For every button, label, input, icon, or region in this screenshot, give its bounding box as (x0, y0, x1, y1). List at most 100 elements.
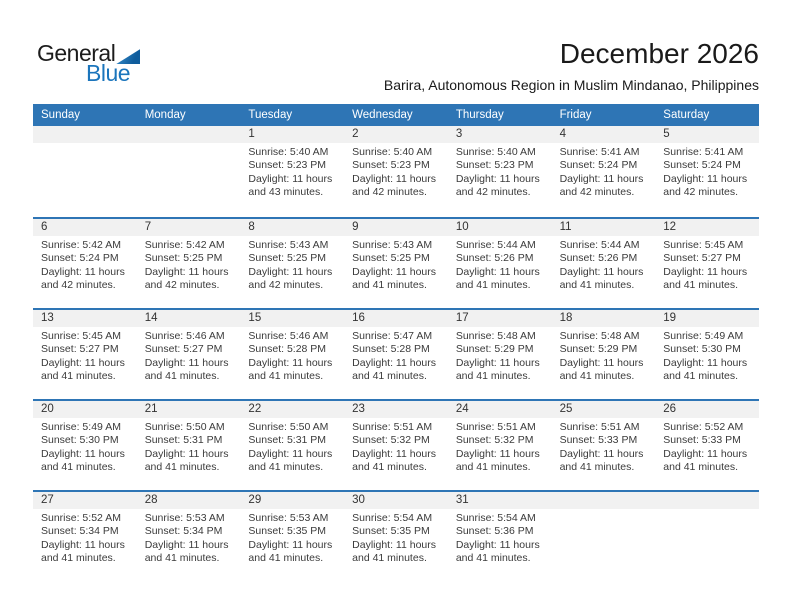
sunrise-text: Sunrise: 5:51 AM (559, 421, 640, 433)
sunrise-text: Sunrise: 5:45 AM (41, 330, 121, 342)
sunrise-text: Sunrise: 5:53 AM (248, 512, 329, 524)
sunset-text: Sunset: 5:36 PM (455, 525, 534, 538)
sunrise-text: Sunrise: 5:41 AM (663, 146, 744, 158)
calendar-day-cell: 14 Sunrise: 5:46 AM Sunset: 5:27 PM Dayl… (136, 310, 241, 399)
day-details: Sunrise: 5:53 AM Sunset: 5:34 PM Dayligh… (137, 509, 241, 566)
daylight-text: Daylight: 11 hours and 41 minutes. (144, 356, 229, 383)
sunrise-text: Sunrise: 5:54 AM (352, 512, 433, 524)
calendar-day-cell: 19 Sunrise: 5:49 AM Sunset: 5:30 PM Dayl… (655, 310, 759, 399)
sunrise-text: Sunrise: 5:51 AM (455, 421, 536, 433)
day-number: 5 (655, 126, 759, 143)
calendar-day-cell: 16 Sunrise: 5:47 AM Sunset: 5:28 PM Dayl… (344, 310, 448, 399)
sunset-text: Sunset: 5:27 PM (144, 343, 223, 356)
sunrise-text: Sunrise: 5:49 AM (41, 421, 121, 433)
sunset-text: Sunset: 5:30 PM (41, 434, 119, 447)
day-number: 13 (33, 310, 137, 327)
day-details: Sunrise: 5:47 AM Sunset: 5:28 PM Dayligh… (344, 327, 448, 384)
daylight-text: Daylight: 11 hours and 41 minutes. (455, 356, 540, 383)
day-details: Sunrise: 5:44 AM Sunset: 5:26 PM Dayligh… (552, 236, 656, 293)
day-details: Sunrise: 5:44 AM Sunset: 5:26 PM Dayligh… (448, 236, 552, 293)
sunset-text: Sunset: 5:24 PM (41, 252, 119, 265)
logo-row: General (37, 40, 141, 66)
calendar-empty-cell (551, 492, 656, 581)
daylight-text: Daylight: 11 hours and 41 minutes. (663, 265, 748, 292)
calendar-day-cell: 12 Sunrise: 5:45 AM Sunset: 5:27 PM Dayl… (655, 219, 759, 308)
daylight-text: Daylight: 11 hours and 41 minutes. (455, 538, 540, 565)
calendar-day-cell: 8 Sunrise: 5:43 AM Sunset: 5:25 PM Dayli… (240, 219, 345, 308)
daylight-text: Daylight: 11 hours and 41 minutes. (41, 447, 125, 474)
sunrise-text: Sunrise: 5:52 AM (41, 512, 121, 524)
sunrise-text: Sunrise: 5:51 AM (352, 421, 433, 433)
sunset-text: Sunset: 5:31 PM (144, 434, 223, 447)
day-number: 21 (136, 401, 241, 418)
sunrise-text: Sunrise: 5:50 AM (248, 421, 329, 433)
sunrise-text: Sunrise: 5:46 AM (144, 330, 225, 342)
sunset-text: Sunset: 5:34 PM (41, 525, 119, 538)
daylight-text: Daylight: 11 hours and 41 minutes. (41, 356, 125, 383)
day-header-sunday: Sunday (41, 109, 81, 121)
calendar-day-cell: 2 Sunrise: 5:40 AM Sunset: 5:23 PM Dayli… (344, 126, 448, 217)
sunset-text: Sunset: 5:24 PM (559, 159, 638, 172)
sunset-text: Sunset: 5:35 PM (352, 525, 430, 538)
day-number: 7 (136, 219, 241, 236)
day-number (33, 126, 137, 143)
sunrise-text: Sunrise: 5:50 AM (144, 421, 225, 433)
day-number: 16 (344, 310, 448, 327)
day-details: Sunrise: 5:40 AM Sunset: 5:23 PM Dayligh… (344, 143, 448, 200)
day-number: 23 (344, 401, 448, 418)
day-number: 26 (655, 401, 759, 418)
sunrise-text: Sunrise: 5:48 AM (559, 330, 640, 342)
sunset-text: Sunset: 5:35 PM (248, 525, 327, 538)
day-number: 27 (33, 492, 137, 509)
sunset-text: Sunset: 5:25 PM (144, 252, 223, 265)
sunset-text: Sunset: 5:26 PM (559, 252, 638, 265)
general-blue-logo: General Blue (37, 40, 141, 85)
day-number: 9 (344, 219, 448, 236)
daylight-text: Daylight: 11 hours and 42 minutes. (41, 265, 125, 292)
day-details: Sunrise: 5:41 AM Sunset: 5:24 PM Dayligh… (552, 143, 656, 200)
day-details: Sunrise: 5:46 AM Sunset: 5:27 PM Dayligh… (137, 327, 241, 384)
daylight-text: Daylight: 11 hours and 41 minutes. (455, 447, 540, 474)
calendar-day-cell: 21 Sunrise: 5:50 AM Sunset: 5:31 PM Dayl… (136, 401, 241, 490)
daylight-text: Daylight: 11 hours and 42 minutes. (248, 265, 333, 292)
calendar-day-cell: 26 Sunrise: 5:52 AM Sunset: 5:33 PM Dayl… (655, 401, 759, 490)
sunset-text: Sunset: 5:33 PM (559, 434, 638, 447)
calendar-day-cell: 23 Sunrise: 5:51 AM Sunset: 5:32 PM Dayl… (344, 401, 448, 490)
day-details: Sunrise: 5:42 AM Sunset: 5:25 PM Dayligh… (137, 236, 241, 293)
sunrise-text: Sunrise: 5:49 AM (663, 330, 744, 342)
calendar-day-cell: 20 Sunrise: 5:49 AM Sunset: 5:30 PM Dayl… (33, 401, 137, 490)
calendar-week-row: 13 Sunrise: 5:45 AM Sunset: 5:27 PM Dayl… (33, 308, 759, 399)
sunrise-text: Sunrise: 5:42 AM (41, 239, 121, 251)
day-details: Sunrise: 5:50 AM Sunset: 5:31 PM Dayligh… (137, 418, 241, 475)
calendar-day-cell: 5 Sunrise: 5:41 AM Sunset: 5:24 PM Dayli… (655, 126, 759, 217)
calendar-day-cell: 27 Sunrise: 5:52 AM Sunset: 5:34 PM Dayl… (33, 492, 137, 581)
day-number: 22 (240, 401, 345, 418)
sunrise-text: Sunrise: 5:42 AM (144, 239, 225, 251)
day-number: 6 (33, 219, 137, 236)
sunrise-text: Sunrise: 5:45 AM (663, 239, 744, 251)
logo-text-general: General (37, 40, 116, 66)
day-header-saturday: Saturday (663, 109, 710, 121)
calendar-week-row: 1 Sunrise: 5:40 AM Sunset: 5:23 PM Dayli… (33, 126, 759, 217)
day-number (655, 492, 759, 509)
day-details: Sunrise: 5:54 AM Sunset: 5:36 PM Dayligh… (448, 509, 552, 566)
calendar-day-cell: 25 Sunrise: 5:51 AM Sunset: 5:33 PM Dayl… (551, 401, 656, 490)
sunrise-text: Sunrise: 5:44 AM (455, 239, 536, 251)
sunset-text: Sunset: 5:25 PM (248, 252, 327, 265)
day-header-wednesday: Wednesday (352, 109, 413, 121)
day-details: Sunrise: 5:49 AM Sunset: 5:30 PM Dayligh… (33, 418, 137, 475)
daylight-text: Daylight: 11 hours and 41 minutes. (559, 356, 644, 383)
day-number: 12 (655, 219, 759, 236)
sunrise-text: Sunrise: 5:40 AM (248, 146, 329, 158)
sunset-text: Sunset: 5:32 PM (455, 434, 534, 447)
sunset-text: Sunset: 5:29 PM (455, 343, 534, 356)
daylight-text: Daylight: 11 hours and 41 minutes. (559, 447, 644, 474)
daylight-text: Daylight: 11 hours and 41 minutes. (663, 447, 748, 474)
sunset-text: Sunset: 5:28 PM (352, 343, 430, 356)
day-number: 17 (447, 310, 552, 327)
day-number (551, 492, 656, 509)
sunrise-text: Sunrise: 5:48 AM (455, 330, 536, 342)
daylight-text: Daylight: 11 hours and 41 minutes. (352, 447, 436, 474)
calendar-day-cell: 11 Sunrise: 5:44 AM Sunset: 5:26 PM Dayl… (551, 219, 656, 308)
calendar-empty-cell (136, 126, 241, 217)
